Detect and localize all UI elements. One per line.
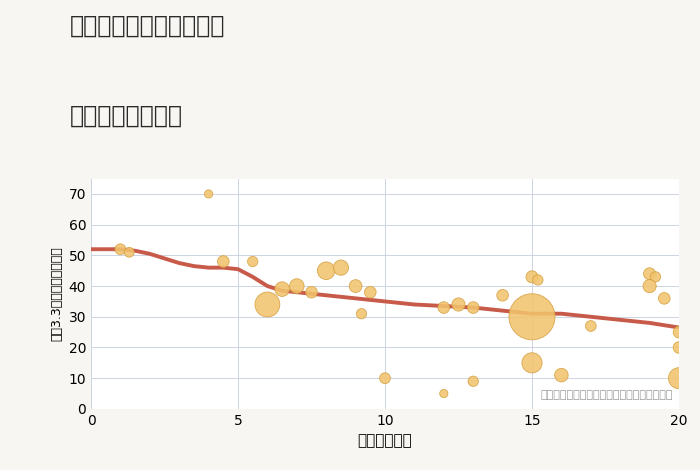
Point bbox=[321, 267, 332, 274]
Point bbox=[124, 249, 135, 256]
Point bbox=[291, 282, 302, 290]
Point bbox=[262, 301, 273, 308]
Point bbox=[468, 377, 479, 385]
Point bbox=[453, 301, 464, 308]
Point bbox=[659, 295, 670, 302]
Point bbox=[673, 329, 685, 336]
Point bbox=[585, 322, 596, 330]
Point bbox=[438, 390, 449, 397]
Point bbox=[247, 258, 258, 265]
Point bbox=[644, 282, 655, 290]
Point bbox=[379, 375, 391, 382]
Point bbox=[644, 270, 655, 278]
Point bbox=[335, 264, 346, 271]
Point bbox=[306, 289, 317, 296]
X-axis label: 駅距離（分）: 駅距離（分） bbox=[358, 433, 412, 448]
Point bbox=[115, 245, 126, 253]
Point bbox=[556, 371, 567, 379]
Point bbox=[350, 282, 361, 290]
Point bbox=[356, 310, 367, 317]
Point bbox=[497, 291, 508, 299]
Point bbox=[438, 304, 449, 311]
Text: 駅距離別土地価格: 駅距離別土地価格 bbox=[70, 103, 183, 127]
Text: 円の大きさは、取引のあった物件面積を示す: 円の大きさは、取引のあった物件面積を示す bbox=[540, 390, 673, 400]
Point bbox=[673, 375, 685, 382]
Point bbox=[203, 190, 214, 198]
Point bbox=[526, 273, 538, 281]
Point bbox=[650, 273, 661, 281]
Text: 奈良県奈良市秋篠新町の: 奈良県奈良市秋篠新町の bbox=[70, 14, 225, 38]
Point bbox=[532, 276, 543, 284]
Point bbox=[468, 304, 479, 311]
Point bbox=[526, 359, 538, 367]
Point bbox=[365, 289, 376, 296]
Point bbox=[526, 313, 538, 321]
Point bbox=[673, 344, 685, 351]
Point bbox=[218, 258, 229, 265]
Point bbox=[276, 285, 288, 293]
Y-axis label: 坪（3.3㎡）単価（万円）: 坪（3.3㎡）単価（万円） bbox=[50, 246, 63, 341]
